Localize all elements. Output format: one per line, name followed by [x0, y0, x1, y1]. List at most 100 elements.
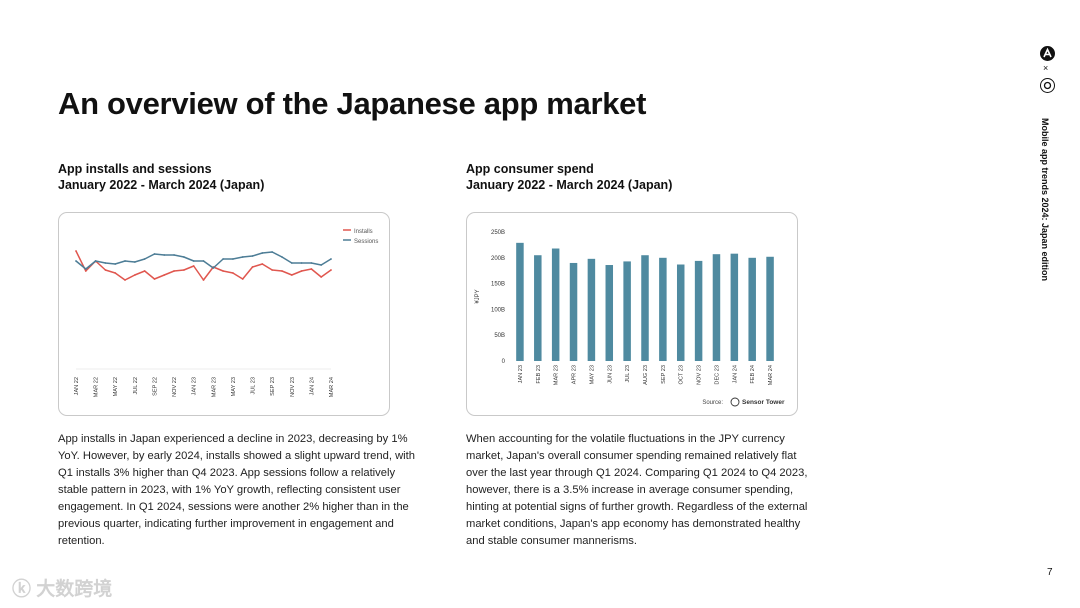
bar-0 [516, 242, 524, 361]
bar-5 [605, 265, 614, 361]
data-point-installs-23 [300, 270, 303, 272]
left-subtitle-line2: January 2022 - March 2024 (Japan) [58, 178, 265, 192]
watermark: ⓚ 大数跨境 [12, 574, 112, 601]
y-tick-label: 250B [491, 230, 505, 236]
data-point-sessions-18 [251, 255, 254, 257]
x-tick-label: JUN 23 [607, 365, 613, 384]
x-tick-label: MAY 23 [589, 365, 595, 384]
data-point-installs-4 [114, 272, 117, 274]
data-point-sessions-5 [124, 260, 126, 262]
bar-9 [676, 264, 685, 361]
times-sign: × [1043, 63, 1049, 73]
data-point-sessions-8 [153, 253, 156, 255]
data-point-installs-12 [192, 265, 195, 267]
data-point-sessions-0 [75, 260, 77, 262]
data-point-sessions-9 [163, 254, 166, 256]
bar-2 [551, 248, 560, 361]
data-point-sessions-11 [182, 256, 185, 258]
x-tick-label: JAN 22 [74, 377, 80, 395]
data-point-installs-5 [124, 279, 126, 281]
data-point-installs-15 [222, 270, 225, 272]
bar-13 [748, 257, 756, 361]
watermark-logo-icon: ⓚ [12, 579, 32, 600]
x-tick-label: MAR 22 [94, 377, 100, 397]
x-tick-label: MAY 23 [231, 377, 237, 396]
left-subtitle: App installs and sessions January 2022 -… [58, 161, 264, 193]
data-point-sessions-22 [290, 262, 293, 264]
x-tick-label: JUL 23 [625, 365, 631, 383]
legend-label-sessions: Sessions [354, 239, 378, 245]
bar-12 [730, 253, 739, 361]
data-point-sessions-25 [320, 264, 323, 266]
data-point-installs-21 [281, 270, 283, 272]
data-point-installs-7 [143, 270, 146, 272]
data-point-installs-13 [202, 279, 205, 281]
data-point-sessions-3 [104, 262, 107, 264]
data-point-sessions-10 [173, 254, 175, 256]
data-point-sessions-4 [114, 263, 117, 265]
data-point-installs-22 [290, 274, 293, 276]
data-point-sessions-16 [232, 258, 234, 260]
right-subtitle-line2: January 2022 - March 2024 (Japan) [466, 178, 673, 192]
x-tick-label: NOV 23 [290, 377, 296, 397]
x-tick-label: JUL 23 [251, 377, 257, 395]
x-tick-label: FEB 24 [750, 365, 756, 384]
data-point-installs-18 [251, 266, 254, 268]
data-point-installs-26 [330, 269, 332, 271]
data-point-installs-8 [153, 278, 156, 280]
x-tick-label: AUG 23 [643, 365, 649, 385]
data-point-sessions-2 [94, 260, 97, 262]
x-tick-label: SEP 23 [270, 377, 276, 396]
right-subtitle-line1: App consumer spend [466, 162, 594, 176]
y-tick-label: 100B [491, 307, 505, 313]
data-point-sessions-24 [310, 262, 313, 264]
data-point-installs-9 [163, 274, 166, 276]
data-point-sessions-6 [133, 261, 136, 263]
data-point-sessions-13 [202, 260, 205, 262]
installs-sessions-chart-panel: Installs Sessions JAN 22 MAR 22 MAY 22 JUL 22… [58, 212, 390, 416]
bar-4 [587, 258, 596, 361]
partner-logo-icon [1040, 78, 1055, 93]
bar-10 [694, 260, 703, 361]
data-point-sessions-23 [300, 262, 303, 264]
bar-1 [534, 255, 542, 361]
legend-label-installs: Installs [354, 229, 373, 235]
left-description: App installs in Japan experienced a decl… [58, 433, 415, 547]
x-tick-label: JAN 24 [309, 377, 315, 395]
data-point-sessions-17 [241, 256, 244, 258]
x-tick-label: MAR 23 [554, 365, 560, 385]
watermark-text: 大数跨境 [36, 579, 113, 600]
x-tick-label: JUL 22 [133, 377, 139, 395]
x-tick-label: MAR 23 [211, 377, 217, 397]
installs-sessions-line-chart: Installs Sessions JAN 22 MAR 22 MAY 22 JUL 22… [74, 229, 378, 397]
consumer-spend-chart-panel: 250B 200B 150B 100B 50B 0 ¥JPY JAN 23 FEB 23 MAR … [466, 212, 798, 416]
consumer-spend-bar-chart: 250B 200B 150B 100B 50B 0 ¥JPY JAN 23 FEB 23 MAR … [475, 230, 785, 407]
page-number: 7 [1047, 567, 1053, 578]
data-point-installs-25 [320, 276, 323, 278]
x-tick-label: JAN 23 [518, 365, 524, 383]
data-point-installs-17 [241, 278, 244, 280]
bar-6 [623, 261, 631, 361]
data-point-installs-24 [310, 268, 313, 270]
data-point-sessions-19 [261, 252, 264, 254]
x-tick-label: JAN 24 [732, 365, 738, 383]
x-tick-label: DEC 23 [714, 365, 720, 385]
y-tick-label: 150B [491, 282, 505, 288]
y-axis-label: ¥JPY [475, 289, 481, 303]
brand-logo-icon [1040, 46, 1055, 61]
data-point-sessions-15 [222, 258, 225, 260]
source-label: Source: [702, 400, 723, 406]
series-line-installs [75, 250, 332, 281]
source-name: Sensor Tower [742, 399, 785, 406]
data-point-installs-20 [271, 269, 274, 271]
data-point-sessions-1 [84, 268, 87, 270]
y-tick-label: 0 [502, 359, 506, 365]
data-point-installs-1 [84, 270, 87, 272]
data-point-sessions-20 [271, 251, 274, 253]
x-tick-label: MAR 24 [329, 377, 335, 397]
y-tick-label: 200B [491, 256, 505, 262]
x-tick-label: OCT 23 [679, 365, 685, 384]
data-point-installs-6 [133, 274, 136, 276]
y-tick-label: 50B [494, 333, 505, 339]
x-tick-label: FEB 23 [536, 365, 542, 384]
